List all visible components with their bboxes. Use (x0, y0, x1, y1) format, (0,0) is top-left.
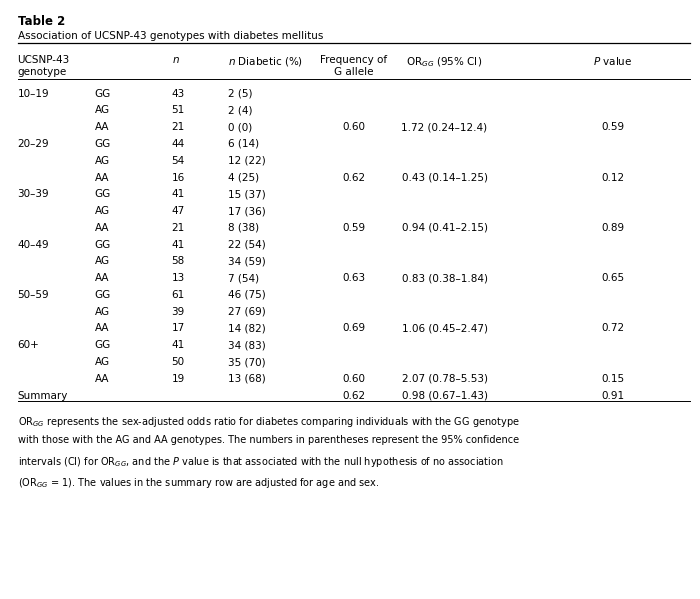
Text: 39: 39 (172, 307, 185, 317)
Text: GG: GG (94, 340, 111, 350)
Text: 16: 16 (172, 173, 185, 183)
Text: 41: 41 (172, 189, 185, 199)
Text: 13: 13 (172, 273, 185, 283)
Text: 10–19: 10–19 (18, 89, 49, 99)
Text: 0.65: 0.65 (601, 273, 624, 283)
Text: 50–59: 50–59 (18, 290, 49, 300)
Text: 15 (37): 15 (37) (228, 189, 265, 199)
Text: 0.59: 0.59 (601, 122, 624, 132)
Text: GG: GG (94, 139, 111, 149)
Text: 44: 44 (172, 139, 185, 149)
Text: 0.72: 0.72 (601, 323, 624, 334)
Text: GG: GG (94, 290, 111, 300)
Text: 0.91: 0.91 (601, 391, 624, 401)
Text: 50: 50 (172, 357, 185, 367)
Text: 0.62: 0.62 (342, 173, 365, 183)
Text: 21: 21 (172, 223, 185, 233)
Text: 1.72 (0.24–12.4): 1.72 (0.24–12.4) (401, 122, 488, 132)
Text: 6 (14): 6 (14) (228, 139, 258, 149)
Text: 13 (68): 13 (68) (228, 374, 265, 384)
Text: AA: AA (94, 223, 109, 233)
Text: intervals (CI) for OR$_{GG}$, and the $P$ value is that associated with the null: intervals (CI) for OR$_{GG}$, and the $P… (18, 455, 503, 470)
Text: 8 (38): 8 (38) (228, 223, 258, 233)
Text: 21: 21 (172, 122, 185, 132)
Text: Table 2: Table 2 (18, 15, 64, 28)
Text: 61: 61 (172, 290, 185, 300)
Text: 41: 41 (172, 240, 185, 250)
Text: G allele: G allele (334, 67, 373, 77)
Text: (OR$_{GG}$ = 1). The values in the summary row are adjusted for age and sex.: (OR$_{GG}$ = 1). The values in the summa… (18, 476, 379, 490)
Text: 0.60: 0.60 (342, 374, 365, 384)
Text: 60+: 60+ (18, 340, 39, 350)
Text: AG: AG (94, 105, 110, 116)
Text: 34 (83): 34 (83) (228, 340, 265, 350)
Text: 40–49: 40–49 (18, 240, 49, 250)
Text: 0 (0): 0 (0) (228, 122, 252, 132)
Text: 12 (22): 12 (22) (228, 156, 265, 166)
Text: 51: 51 (172, 105, 185, 116)
Text: AA: AA (94, 122, 109, 132)
Text: 14 (82): 14 (82) (228, 323, 265, 334)
Text: 0.12: 0.12 (601, 173, 624, 183)
Text: 43: 43 (172, 89, 185, 99)
Text: 0.62: 0.62 (342, 391, 365, 401)
Text: 27 (69): 27 (69) (228, 307, 265, 317)
Text: 2.07 (0.78–5.53): 2.07 (0.78–5.53) (402, 374, 487, 384)
Text: AA: AA (94, 323, 109, 334)
Text: 0.98 (0.67–1.43): 0.98 (0.67–1.43) (402, 391, 487, 401)
Text: 30–39: 30–39 (18, 189, 49, 199)
Text: AA: AA (94, 273, 109, 283)
Text: 58: 58 (172, 256, 185, 267)
Text: AG: AG (94, 357, 110, 367)
Text: genotype: genotype (18, 67, 66, 77)
Text: 0.59: 0.59 (342, 223, 365, 233)
Text: 0.15: 0.15 (601, 374, 624, 384)
Text: OR$_{GG}$ represents the sex-adjusted odds ratio for diabetes comparing individu: OR$_{GG}$ represents the sex-adjusted od… (18, 415, 519, 429)
Text: 2 (4): 2 (4) (228, 105, 252, 116)
Text: 2 (5): 2 (5) (228, 89, 252, 99)
Text: 0.94 (0.41–2.15): 0.94 (0.41–2.15) (402, 223, 487, 233)
Text: Summary: Summary (18, 391, 68, 401)
Text: 22 (54): 22 (54) (228, 240, 265, 250)
Text: 54: 54 (172, 156, 185, 166)
Text: 0.63: 0.63 (342, 273, 365, 283)
Text: AA: AA (94, 374, 109, 384)
Text: GG: GG (94, 189, 111, 199)
Text: 20–29: 20–29 (18, 139, 49, 149)
Text: 34 (59): 34 (59) (228, 256, 265, 267)
Text: 17: 17 (172, 323, 185, 334)
Text: 0.69: 0.69 (342, 323, 365, 334)
Text: $n$: $n$ (172, 55, 179, 65)
Text: 1.06 (0.45–2.47): 1.06 (0.45–2.47) (402, 323, 487, 334)
Text: with those with the AG and AA genotypes. The numbers in parentheses represent th: with those with the AG and AA genotypes.… (18, 435, 519, 445)
Text: 4 (25): 4 (25) (228, 173, 258, 183)
Text: 46 (75): 46 (75) (228, 290, 265, 300)
Text: 17 (36): 17 (36) (228, 206, 265, 216)
Text: 41: 41 (172, 340, 185, 350)
Text: Frequency of: Frequency of (320, 55, 387, 65)
Text: AG: AG (94, 256, 110, 267)
Text: 7 (54): 7 (54) (228, 273, 258, 283)
Text: AG: AG (94, 206, 110, 216)
Text: UCSNP-43: UCSNP-43 (18, 55, 70, 65)
Text: 0.83 (0.38–1.84): 0.83 (0.38–1.84) (402, 273, 487, 283)
Text: AA: AA (94, 173, 109, 183)
Text: GG: GG (94, 89, 111, 99)
Text: 35 (70): 35 (70) (228, 357, 265, 367)
Text: OR$_{GG}$ (95% CI): OR$_{GG}$ (95% CI) (407, 55, 482, 69)
Text: AG: AG (94, 307, 110, 317)
Text: Association of UCSNP-43 genotypes with diabetes mellitus: Association of UCSNP-43 genotypes with d… (18, 31, 323, 41)
Text: GG: GG (94, 240, 111, 250)
Text: $P$ value: $P$ value (593, 55, 632, 67)
Text: 19: 19 (172, 374, 185, 384)
Text: 0.43 (0.14–1.25): 0.43 (0.14–1.25) (402, 173, 487, 183)
Text: 47: 47 (172, 206, 185, 216)
Text: 0.89: 0.89 (601, 223, 624, 233)
Text: 0.60: 0.60 (342, 122, 365, 132)
Text: AG: AG (94, 156, 110, 166)
Text: $n$ Diabetic (%): $n$ Diabetic (%) (228, 55, 302, 68)
